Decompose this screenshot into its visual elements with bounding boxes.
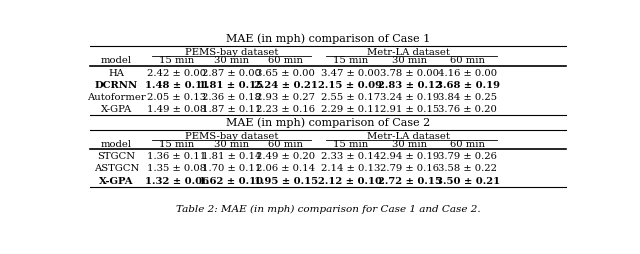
Text: 2.87 ± 0.00: 2.87 ± 0.00	[202, 69, 260, 78]
Text: 2.14 ± 0.13: 2.14 ± 0.13	[321, 164, 380, 173]
Text: 30 min: 30 min	[392, 56, 428, 65]
Text: model: model	[100, 140, 132, 149]
Text: DCRNN: DCRNN	[95, 81, 138, 90]
Text: 1.87 ± 0.11: 1.87 ± 0.11	[202, 105, 261, 114]
Text: 3.24 ± 0.19: 3.24 ± 0.19	[380, 93, 440, 102]
Text: X-GPA: X-GPA	[99, 177, 134, 186]
Text: 2.93 ± 0.27: 2.93 ± 0.27	[257, 93, 316, 102]
Text: 2.42 ± 0.00: 2.42 ± 0.00	[147, 69, 206, 78]
Text: ASTGCN: ASTGCN	[93, 164, 139, 173]
Text: 2.24 ± 0.21: 2.24 ± 0.21	[254, 81, 318, 90]
Text: 3.84 ± 0.25: 3.84 ± 0.25	[438, 93, 497, 102]
Text: 60 min: 60 min	[451, 56, 485, 65]
Text: 1.81 ± 0.14: 1.81 ± 0.14	[202, 152, 261, 161]
Text: 3.78 ± 0.00: 3.78 ± 0.00	[380, 69, 439, 78]
Text: 3.47 ± 0.00: 3.47 ± 0.00	[321, 69, 380, 78]
Text: 3.76 ± 0.20: 3.76 ± 0.20	[438, 105, 497, 114]
Text: 4.16 ± 0.00: 4.16 ± 0.00	[438, 69, 497, 78]
Text: Metr-LA dataset: Metr-LA dataset	[367, 48, 451, 57]
Text: 30 min: 30 min	[214, 140, 249, 149]
Text: HA: HA	[108, 69, 124, 78]
Text: 2.72 ± 0.15: 2.72 ± 0.15	[378, 177, 442, 186]
Text: 2.36 ± 0.18: 2.36 ± 0.18	[202, 93, 260, 102]
Text: model: model	[100, 56, 132, 65]
Text: 2.05 ± 0.13: 2.05 ± 0.13	[147, 93, 206, 102]
Text: PEMS-bay dataset: PEMS-bay dataset	[184, 48, 278, 57]
Text: 1.81 ± 0.15: 1.81 ± 0.15	[199, 81, 263, 90]
Text: 3.50 ± 0.21: 3.50 ± 0.21	[436, 177, 500, 186]
Text: 2.94 ± 0.19: 2.94 ± 0.19	[380, 152, 440, 161]
Text: 1.70 ± 0.11: 1.70 ± 0.11	[202, 164, 261, 173]
Text: MAE (in mph) comparison of Case 1: MAE (in mph) comparison of Case 1	[226, 33, 430, 44]
Text: 1.32 ± 0.06: 1.32 ± 0.06	[145, 177, 209, 186]
Text: 2.29 ± 0.11: 2.29 ± 0.11	[321, 105, 380, 114]
Text: 2.49 ± 0.20: 2.49 ± 0.20	[256, 152, 316, 161]
Text: 2.23 ± 0.16: 2.23 ± 0.16	[257, 105, 316, 114]
Text: 2.12 ± 0.10: 2.12 ± 0.10	[318, 177, 382, 186]
Text: 60 min: 60 min	[268, 56, 303, 65]
Text: 1.62 ± 0.10: 1.62 ± 0.10	[199, 177, 263, 186]
Text: 2.55 ± 0.17: 2.55 ± 0.17	[321, 93, 380, 102]
Text: 2.33 ± 0.14: 2.33 ± 0.14	[321, 152, 380, 161]
Text: 3.65 ± 0.00: 3.65 ± 0.00	[257, 69, 316, 78]
Text: 15 min: 15 min	[333, 56, 368, 65]
Text: 30 min: 30 min	[214, 56, 249, 65]
Text: 2.06 ± 0.14: 2.06 ± 0.14	[256, 164, 316, 173]
Text: 1.95 ± 0.15: 1.95 ± 0.15	[254, 177, 318, 186]
Text: Table 2: MAE (in mph) comparison for Case 1 and Case 2.: Table 2: MAE (in mph) comparison for Cas…	[176, 205, 480, 214]
Text: 2.79 ± 0.16: 2.79 ± 0.16	[380, 164, 439, 173]
Text: 60 min: 60 min	[268, 140, 303, 149]
Text: 1.49 ± 0.08: 1.49 ± 0.08	[147, 105, 206, 114]
Text: Autoformer: Autoformer	[87, 93, 145, 102]
Text: 60 min: 60 min	[451, 140, 485, 149]
Text: 1.48 ± 0.11: 1.48 ± 0.11	[145, 81, 209, 90]
Text: X-GPA: X-GPA	[100, 105, 132, 114]
Text: 15 min: 15 min	[159, 140, 195, 149]
Text: 30 min: 30 min	[392, 140, 428, 149]
Text: 15 min: 15 min	[333, 140, 368, 149]
Text: 2.91 ± 0.15: 2.91 ± 0.15	[380, 105, 440, 114]
Text: STGCN: STGCN	[97, 152, 135, 161]
Text: 1.35 ± 0.08: 1.35 ± 0.08	[147, 164, 206, 173]
Text: PEMS-bay dataset: PEMS-bay dataset	[184, 132, 278, 141]
Text: 3.79 ± 0.26: 3.79 ± 0.26	[438, 152, 497, 161]
Text: Metr-LA dataset: Metr-LA dataset	[367, 132, 451, 141]
Text: MAE (in mph) comparison of Case 2: MAE (in mph) comparison of Case 2	[226, 117, 430, 128]
Text: 1.36 ± 0.11: 1.36 ± 0.11	[147, 152, 206, 161]
Text: 15 min: 15 min	[159, 56, 195, 65]
Text: 3.58 ± 0.22: 3.58 ± 0.22	[438, 164, 497, 173]
Text: 3.68 ± 0.19: 3.68 ± 0.19	[436, 81, 500, 90]
Text: 2.15 ± 0.09: 2.15 ± 0.09	[318, 81, 382, 90]
Text: 2.83 ± 0.12: 2.83 ± 0.12	[378, 81, 442, 90]
